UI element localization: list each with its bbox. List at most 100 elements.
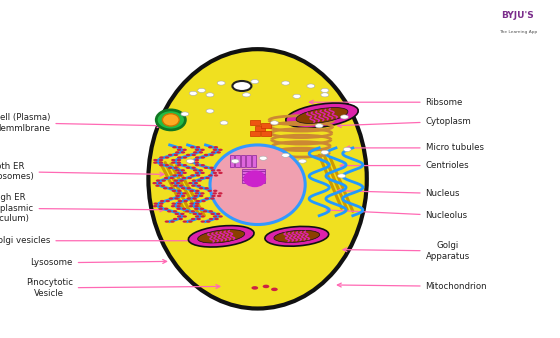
Bar xyxy=(250,120,260,125)
Circle shape xyxy=(218,215,223,218)
Circle shape xyxy=(220,121,228,125)
Text: Cytoplasm: Cytoplasm xyxy=(337,117,472,127)
Text: Micro tubules: Micro tubules xyxy=(346,143,484,152)
Circle shape xyxy=(153,205,157,208)
Circle shape xyxy=(213,215,217,218)
Circle shape xyxy=(172,174,177,177)
Circle shape xyxy=(216,213,221,215)
Circle shape xyxy=(183,156,187,159)
Circle shape xyxy=(160,200,164,202)
Circle shape xyxy=(174,167,178,169)
Circle shape xyxy=(208,210,213,213)
Circle shape xyxy=(199,195,203,197)
Circle shape xyxy=(158,182,162,184)
Bar xyxy=(235,155,240,167)
Circle shape xyxy=(176,162,181,164)
Circle shape xyxy=(217,81,225,85)
Circle shape xyxy=(242,93,250,97)
Circle shape xyxy=(192,154,196,156)
Circle shape xyxy=(191,218,195,220)
Circle shape xyxy=(177,164,181,166)
Circle shape xyxy=(209,167,214,169)
Circle shape xyxy=(188,182,193,184)
Bar xyxy=(242,177,265,180)
Ellipse shape xyxy=(274,230,320,242)
Text: Centrioles: Centrioles xyxy=(340,161,469,170)
Circle shape xyxy=(189,162,193,164)
Text: Lysosome: Lysosome xyxy=(30,258,167,267)
Circle shape xyxy=(195,149,199,151)
Circle shape xyxy=(165,156,169,159)
Circle shape xyxy=(282,81,290,85)
Circle shape xyxy=(174,154,178,156)
Circle shape xyxy=(190,174,195,177)
Circle shape xyxy=(200,208,204,210)
Circle shape xyxy=(169,197,173,200)
Circle shape xyxy=(159,202,164,205)
Circle shape xyxy=(213,149,217,151)
Circle shape xyxy=(270,121,278,125)
Circle shape xyxy=(193,213,197,215)
Circle shape xyxy=(186,167,190,169)
Circle shape xyxy=(185,210,189,213)
Circle shape xyxy=(181,187,185,189)
Circle shape xyxy=(179,218,183,220)
Circle shape xyxy=(177,202,181,205)
Circle shape xyxy=(159,156,164,159)
Circle shape xyxy=(177,172,181,174)
Circle shape xyxy=(206,220,211,223)
Circle shape xyxy=(251,286,258,290)
Bar xyxy=(242,171,265,174)
Circle shape xyxy=(174,179,178,182)
Circle shape xyxy=(197,185,201,187)
Circle shape xyxy=(159,164,164,166)
Circle shape xyxy=(218,192,222,195)
Circle shape xyxy=(178,146,183,148)
Circle shape xyxy=(186,187,191,189)
Circle shape xyxy=(168,154,172,156)
Circle shape xyxy=(210,197,214,200)
Circle shape xyxy=(155,185,160,187)
Text: Golgi
Apparatus: Golgi Apparatus xyxy=(343,241,470,261)
Circle shape xyxy=(163,187,167,189)
Circle shape xyxy=(194,192,199,195)
Circle shape xyxy=(200,192,204,195)
Circle shape xyxy=(199,151,203,153)
Circle shape xyxy=(176,182,180,184)
Circle shape xyxy=(198,213,203,215)
Circle shape xyxy=(209,154,214,156)
Circle shape xyxy=(165,220,169,223)
Circle shape xyxy=(171,159,176,161)
Circle shape xyxy=(211,169,215,171)
Circle shape xyxy=(170,220,175,223)
Circle shape xyxy=(343,147,351,151)
Circle shape xyxy=(213,172,217,174)
Circle shape xyxy=(200,156,205,159)
Circle shape xyxy=(307,84,315,88)
Bar xyxy=(242,169,265,171)
Circle shape xyxy=(192,179,196,182)
Circle shape xyxy=(197,179,202,182)
Circle shape xyxy=(200,172,205,174)
Ellipse shape xyxy=(265,226,329,246)
Circle shape xyxy=(180,213,185,215)
Circle shape xyxy=(211,213,215,215)
Circle shape xyxy=(176,208,181,210)
Circle shape xyxy=(206,93,214,97)
Circle shape xyxy=(189,205,193,208)
Circle shape xyxy=(156,179,160,182)
Circle shape xyxy=(208,146,213,148)
Circle shape xyxy=(189,190,194,192)
Text: Rough ER
(endoplasmic
recticulum): Rough ER (endoplasmic recticulum) xyxy=(0,193,164,223)
Circle shape xyxy=(194,208,199,210)
Circle shape xyxy=(177,156,181,159)
Circle shape xyxy=(177,190,181,192)
Text: BYJU'S: BYJU'S xyxy=(502,11,534,20)
Circle shape xyxy=(259,156,267,160)
Circle shape xyxy=(158,208,163,210)
Circle shape xyxy=(161,185,165,187)
Bar xyxy=(250,130,260,136)
Circle shape xyxy=(178,200,182,202)
Ellipse shape xyxy=(244,171,265,187)
Circle shape xyxy=(231,159,239,163)
